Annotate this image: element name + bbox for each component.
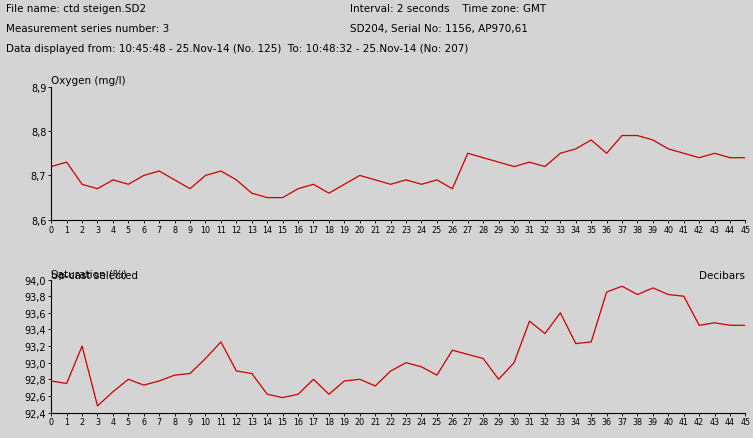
- Text: File name: ctd steigen.SD2: File name: ctd steigen.SD2: [6, 4, 146, 14]
- Text: Interval: 2 seconds    Time zone: GMT: Interval: 2 seconds Time zone: GMT: [350, 4, 546, 14]
- Text: Saturation (%): Saturation (%): [51, 268, 127, 279]
- Text: Data displayed from: 10:45:48 - 25.Nov-14 (No. 125)  To: 10:48:32 - 25.Nov-14 (N: Data displayed from: 10:45:48 - 25.Nov-1…: [6, 44, 468, 54]
- Text: Up-cast selected: Up-cast selected: [51, 271, 139, 281]
- Text: SD204, Serial No: 1156, AP970,61: SD204, Serial No: 1156, AP970,61: [350, 24, 528, 34]
- Text: Decibars: Decibars: [700, 271, 745, 281]
- Text: Oxygen (mg/l): Oxygen (mg/l): [51, 76, 126, 86]
- Text: Measurement series number: 3: Measurement series number: 3: [6, 24, 169, 34]
